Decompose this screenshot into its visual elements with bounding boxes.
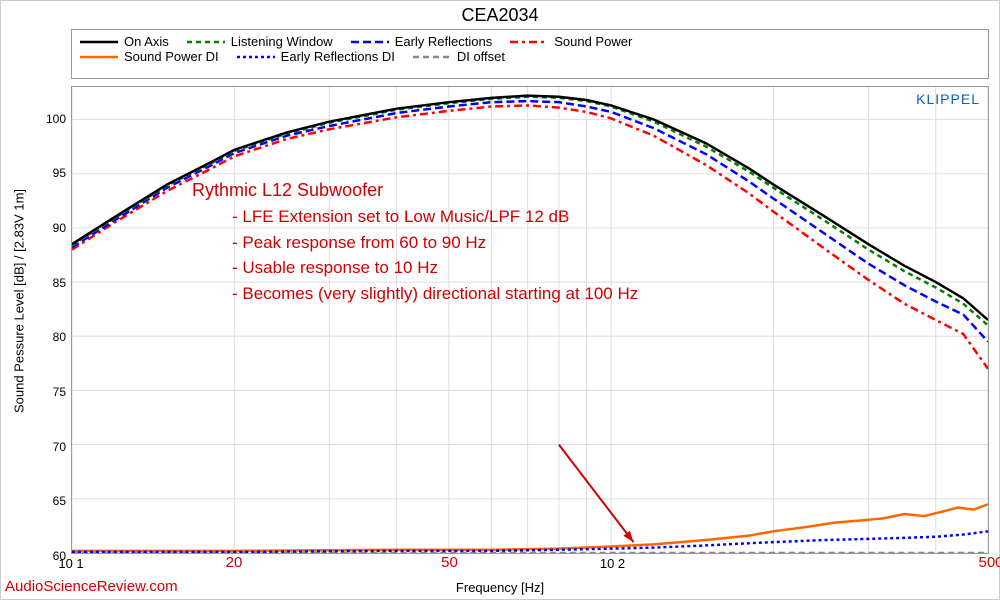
legend-item: Early Reflections DI (237, 49, 395, 64)
plot-area: KLIPPEL Rythmic L12 Subwoofer - LFE Exte… (71, 86, 989, 554)
y-tick: 90 (41, 221, 66, 235)
legend-swatch (351, 35, 389, 49)
annotation-lines: - LFE Extension set to Low Music/LPF 12 … (192, 204, 638, 306)
legend-swatch (187, 35, 225, 49)
y-tick: 80 (41, 330, 66, 344)
x-tick: 10 2 (600, 556, 625, 571)
legend-item: Early Reflections (351, 34, 493, 49)
y-axis-label: Sound Pessure Level [dB] / [2.83V 1m] (12, 189, 27, 413)
annotation-line: - Peak response from 60 to 90 Hz (232, 230, 638, 256)
chart-title: CEA2034 (1, 5, 999, 26)
legend-label: DI offset (457, 49, 505, 64)
legend-swatch (80, 50, 118, 64)
legend-row-1: On Axis Listening Window Early Reflections… (80, 34, 980, 49)
legend-label: Sound Power (554, 34, 632, 49)
y-tick: 95 (41, 166, 66, 180)
annotation-arrow (559, 445, 634, 543)
annotation-line: - LFE Extension set to Low Music/LPF 12 … (232, 204, 638, 230)
legend: On AxisListening WindowEarly Reflections… (71, 29, 989, 79)
legend-swatch (510, 35, 548, 49)
legend-item: On Axis (80, 34, 169, 49)
chart-container: CEA2034 On AxisListening WindowEarly Ref… (0, 0, 1000, 600)
legend-row-2: Sound Power DI Early Reflections DI DI off… (80, 49, 980, 64)
legend-label: Early Reflections (395, 34, 493, 49)
annotation-title: Rythmic L12 Subwoofer (192, 177, 638, 204)
legend-item: Listening Window (187, 34, 333, 49)
legend-item: Sound Power DI (80, 49, 219, 64)
x-tick-red: 500 (978, 554, 1000, 571)
attribution: AudioScienceReview.com (5, 578, 178, 595)
legend-item: DI offset (413, 49, 505, 64)
y-tick: 75 (41, 385, 66, 399)
series-line (72, 504, 988, 551)
y-tick: 100 (41, 112, 66, 126)
chart-svg (72, 87, 988, 553)
y-tick: 70 (41, 440, 66, 454)
legend-swatch (237, 50, 275, 64)
x-tick-red: 20 (226, 554, 243, 571)
annotation-block: Rythmic L12 Subwoofer - LFE Extension se… (192, 177, 638, 306)
legend-label: Listening Window (231, 34, 333, 49)
legend-item: Sound Power (510, 34, 632, 49)
legend-label: On Axis (124, 34, 169, 49)
legend-swatch (413, 50, 451, 64)
legend-label: Early Reflections DI (281, 49, 395, 64)
y-tick: 65 (41, 494, 66, 508)
legend-swatch (80, 35, 118, 49)
annotation-line: - Usable response to 10 Hz (232, 255, 638, 281)
y-tick: 85 (41, 276, 66, 290)
x-tick: 10 1 (58, 556, 83, 571)
annotation-line: - Becomes (very slightly) directional st… (232, 281, 638, 307)
legend-label: Sound Power DI (124, 49, 219, 64)
x-tick-red: 50 (441, 554, 458, 571)
